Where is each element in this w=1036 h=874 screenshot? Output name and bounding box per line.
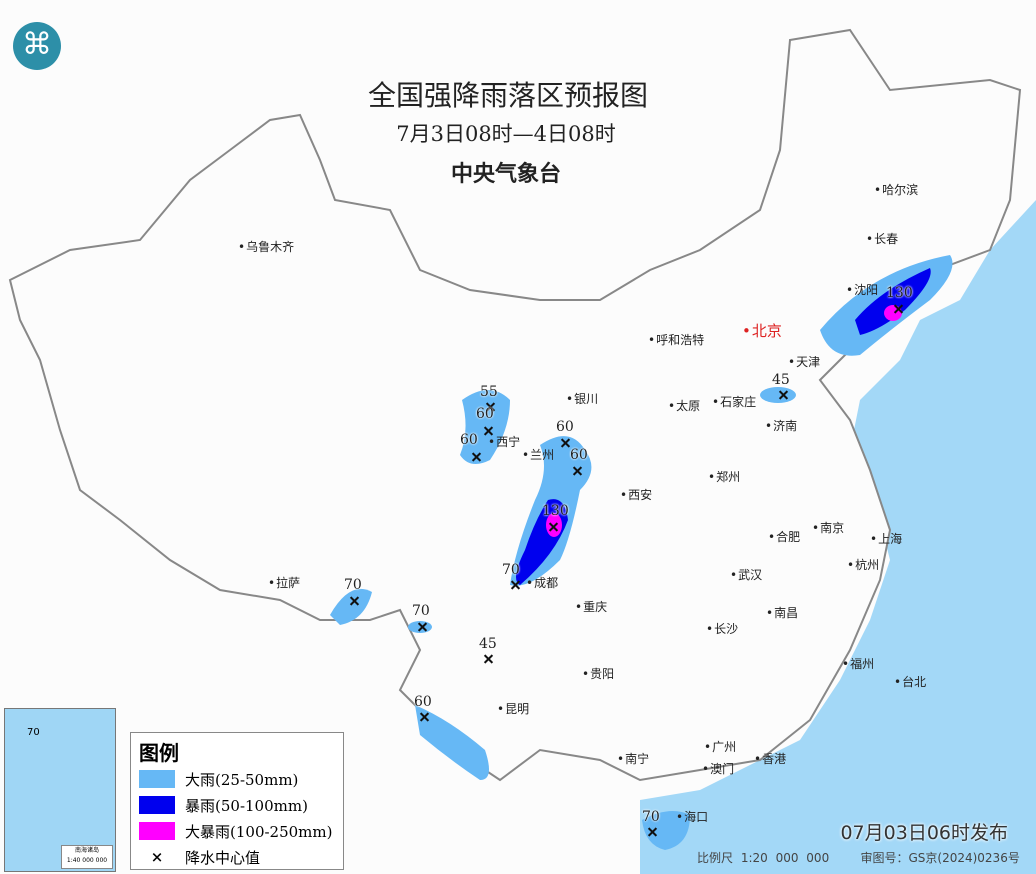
legend-swatch <box>139 770 175 788</box>
cross-icon <box>573 466 582 475</box>
cross-icon <box>484 654 493 663</box>
footer: 比例尺 1:20 000 000 审图号：GS京(2024)0236号 <box>697 849 1020 866</box>
city-label: 哈尔滨 <box>874 181 918 198</box>
rain-center-value: 70 <box>642 809 660 825</box>
south-china-sea-inset: 70 南海诸岛 1:40 000 000 <box>4 708 116 872</box>
city-label: 长沙 <box>706 620 738 637</box>
city-label: 拉萨 <box>268 574 300 591</box>
cross-icon: × <box>150 848 164 866</box>
legend-label: 降水中心值 <box>185 848 261 867</box>
cma-logo: ⌘ <box>13 22 61 70</box>
city-label: 昆明 <box>497 700 529 717</box>
cross-icon <box>549 522 558 531</box>
forecast-period: 7月3日08时—4日08时 <box>396 122 616 146</box>
cross-icon <box>484 426 493 435</box>
city-label: 南京 <box>812 519 844 536</box>
city-label: 武汉 <box>730 566 762 583</box>
rain-center-value: 70 <box>344 577 362 593</box>
sea <box>640 200 1036 874</box>
city-label: 福州 <box>842 655 874 672</box>
rain-center-value: 55 <box>480 384 498 400</box>
legend-swatch <box>139 822 175 840</box>
inset-scale-box: 南海诸岛 1:40 000 000 <box>61 845 113 869</box>
rain-heavy <box>760 387 796 403</box>
publish-time: 07月03日06时发布 <box>840 822 1008 844</box>
rain-center-value: 70 <box>502 562 520 578</box>
issuer: 中央气象台 <box>450 162 561 187</box>
legend-item-center: × 降水中心值 <box>139 844 343 870</box>
cross-icon <box>511 580 520 589</box>
city-label: 银川 <box>566 390 598 407</box>
legend-item-rainstorm: 暴雨(50-100mm) <box>139 792 343 818</box>
city-label: 南宁 <box>617 750 649 767</box>
scale-text: 比例尺 1:20 000 000 <box>697 851 830 865</box>
cross-icon <box>648 827 657 836</box>
rain-center-value: 60 <box>476 406 494 422</box>
legend-label: 暴雨(50-100mm) <box>185 796 308 815</box>
city-label: 南昌 <box>766 604 798 621</box>
city-label: 澳门 <box>702 760 734 777</box>
legend-label: 大雨(25-50mm) <box>185 770 299 789</box>
rain-center-value: 45 <box>772 372 790 388</box>
cross-icon <box>350 596 359 605</box>
legend-item-heavy-rainstorm: 大暴雨(100-250mm) <box>139 818 343 844</box>
rain-storm <box>855 268 931 335</box>
city-label: 海口 <box>676 808 708 825</box>
inset-rain-value: 70 <box>27 727 40 738</box>
rain-center-value: 70 <box>412 603 430 619</box>
city-label: 兰州 <box>522 446 554 463</box>
cross-icon <box>561 438 570 447</box>
city-label: 呼和浩特 <box>648 331 704 348</box>
city-label: 合肥 <box>768 528 800 545</box>
city-label: 西安 <box>620 486 652 503</box>
legend: 图例 大雨(25-50mm) 暴雨(50-100mm) 大暴雨(100-250m… <box>130 732 344 870</box>
legend-swatch <box>139 796 175 814</box>
rain-center-value: 60 <box>414 694 432 710</box>
city-label: 石家庄 <box>712 393 756 410</box>
cross-icon <box>420 712 429 721</box>
city-label: 长春 <box>866 230 898 247</box>
city-label: 重庆 <box>575 598 607 615</box>
rain-center-value: 60 <box>460 432 478 448</box>
cross-icon <box>472 452 481 461</box>
city-label: 杭州 <box>847 556 879 573</box>
city-label: 沈阳 <box>846 281 878 298</box>
map-title: 全国强降雨落区预报图 <box>367 79 648 112</box>
cross-icon <box>779 390 788 399</box>
rain-heavy <box>330 588 372 625</box>
rain-center-value: 130 <box>886 285 913 301</box>
city-label: 乌鲁木齐 <box>238 238 294 255</box>
city-label: 太原 <box>668 397 700 414</box>
city-label: 台北 <box>894 673 926 690</box>
rain-center-value: 45 <box>479 636 497 652</box>
legend-item-heavy-rain: 大雨(25-50mm) <box>139 766 343 792</box>
city-label: 贵阳 <box>582 665 614 682</box>
city-label: 郑州 <box>708 468 740 485</box>
inset-title: 南海诸岛 <box>74 847 99 854</box>
city-label: 广州 <box>704 738 736 755</box>
rain-center-value: 130 <box>542 503 569 519</box>
city-label: 济南 <box>765 417 797 434</box>
rain-center-value: 60 <box>570 447 588 463</box>
capital-label: 北京 <box>742 320 782 341</box>
city-label: 成都 <box>526 574 558 591</box>
rain-heavy <box>415 705 489 780</box>
city-label: 天津 <box>788 353 820 370</box>
inset-scale: 1:40 000 000 <box>66 857 108 864</box>
cross-icon <box>894 304 903 313</box>
city-label: 西宁 <box>488 433 520 450</box>
cross-icon <box>418 622 427 631</box>
city-label: 上海 <box>870 530 902 547</box>
approval-number: 审图号：GS京(2024)0236号 <box>860 851 1020 865</box>
city-label: 香港 <box>754 750 786 767</box>
legend-title: 图例 <box>139 741 179 765</box>
rain-center-value: 60 <box>556 419 574 435</box>
legend-label: 大暴雨(100-250mm) <box>185 822 333 841</box>
